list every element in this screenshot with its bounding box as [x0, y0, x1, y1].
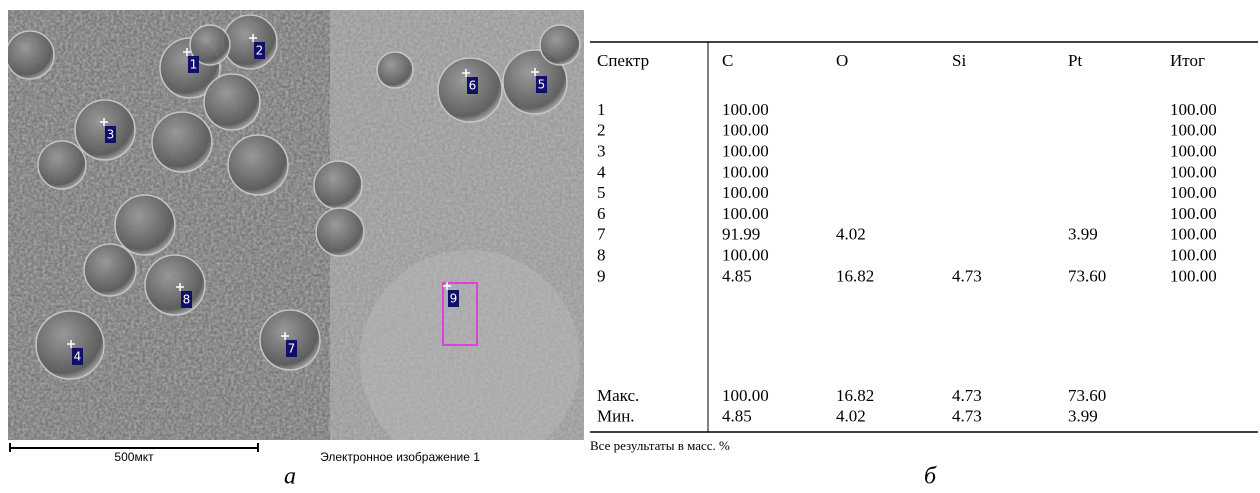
table-cell: 100.00 — [722, 100, 769, 119]
table-cell: 1 — [597, 100, 606, 119]
table-cell: 4 — [597, 162, 606, 181]
table-cell: 6 — [597, 204, 606, 223]
column-header: C — [722, 51, 733, 70]
crystal — [38, 141, 86, 189]
table-cell: 4.02 — [836, 225, 866, 244]
panel-label: а — [284, 464, 296, 490]
table-cell: 100.00 — [1170, 204, 1217, 223]
table-cell: 100.00 — [722, 121, 769, 140]
scale-bar-label: 500мкт — [114, 450, 154, 464]
crystal — [145, 255, 205, 315]
crystal — [36, 311, 104, 379]
table-cell: 7 — [597, 225, 606, 244]
table-cell: 100.00 — [1170, 100, 1217, 119]
table-cell: 4.73 — [952, 386, 982, 405]
table-cell: 100.00 — [722, 204, 769, 223]
crystal — [540, 25, 580, 65]
marker-label: 8 — [183, 293, 191, 307]
table-cell: 3.99 — [1068, 407, 1098, 426]
column-header: Pt — [1068, 51, 1082, 70]
column-header: O — [836, 51, 848, 70]
table-cell: 100.00 — [722, 386, 769, 405]
table-cell: 2 — [597, 121, 606, 140]
table-cell: 100.00 — [1170, 121, 1217, 140]
crystal — [115, 195, 175, 255]
table-cell: 4.73 — [952, 266, 982, 285]
marker-label: 6 — [469, 79, 477, 93]
table-cell: Мин. — [597, 407, 635, 426]
crystal — [316, 208, 364, 256]
crystal — [314, 161, 362, 209]
marker-label: 4 — [74, 350, 82, 364]
figure: 123456789 500мкт Электронное изображение… — [0, 0, 1260, 493]
marker-label: 3 — [107, 128, 115, 142]
panel-label: б — [924, 464, 937, 490]
sem-image — [6, 10, 584, 470]
table-cell: 91.99 — [722, 225, 760, 244]
table-cell: 100.00 — [722, 246, 769, 265]
table-cell: 8 — [597, 246, 606, 265]
marker-label: 2 — [256, 44, 264, 58]
marker-label: 7 — [288, 342, 296, 356]
table-cell: 73.60 — [1068, 386, 1106, 405]
crystal — [204, 74, 260, 130]
crystal — [223, 15, 277, 69]
table-cell: 100.00 — [1170, 162, 1217, 181]
table-cell: 100.00 — [1170, 266, 1217, 285]
page: 123456789 500мкт Электронное изображение… — [0, 0, 1260, 493]
marker-label: 9 — [450, 292, 458, 306]
table-cell: 4.85 — [722, 407, 752, 426]
table-cell: 100.00 — [722, 142, 769, 161]
table-cell: 9 — [597, 266, 606, 285]
image-caption: Электронное изображение 1 — [320, 450, 480, 464]
table-cell: Макс. — [597, 386, 639, 405]
table-cell: 4.85 — [722, 266, 752, 285]
column-header: Si — [952, 51, 966, 70]
crystal — [152, 112, 212, 172]
marker-label: 5 — [538, 78, 546, 92]
crystal — [228, 135, 288, 195]
table-cell: 3 — [597, 142, 606, 161]
crystal — [377, 52, 413, 88]
table-footnote: Все результаты в масс. % — [590, 438, 730, 453]
crystal — [6, 31, 54, 79]
table-cell: 3.99 — [1068, 225, 1098, 244]
column-header: Итог — [1170, 51, 1205, 70]
table-cell: 5 — [597, 183, 606, 202]
table-cell: 16.82 — [836, 266, 874, 285]
table-cell: 100.00 — [722, 162, 769, 181]
marker-label: 1 — [190, 58, 198, 72]
table-cell: 4.02 — [836, 407, 866, 426]
table-cell: 100.00 — [1170, 225, 1217, 244]
table-cell: 4.73 — [952, 407, 982, 426]
table-cell: 73.60 — [1068, 266, 1106, 285]
crystal — [84, 244, 136, 296]
table-cell: 100.00 — [1170, 246, 1217, 265]
table-cell: 100.00 — [722, 183, 769, 202]
table-cell: 100.00 — [1170, 183, 1217, 202]
table-cell: 100.00 — [1170, 142, 1217, 161]
column-header: Спектр — [597, 51, 649, 70]
table-cell: 16.82 — [836, 386, 874, 405]
